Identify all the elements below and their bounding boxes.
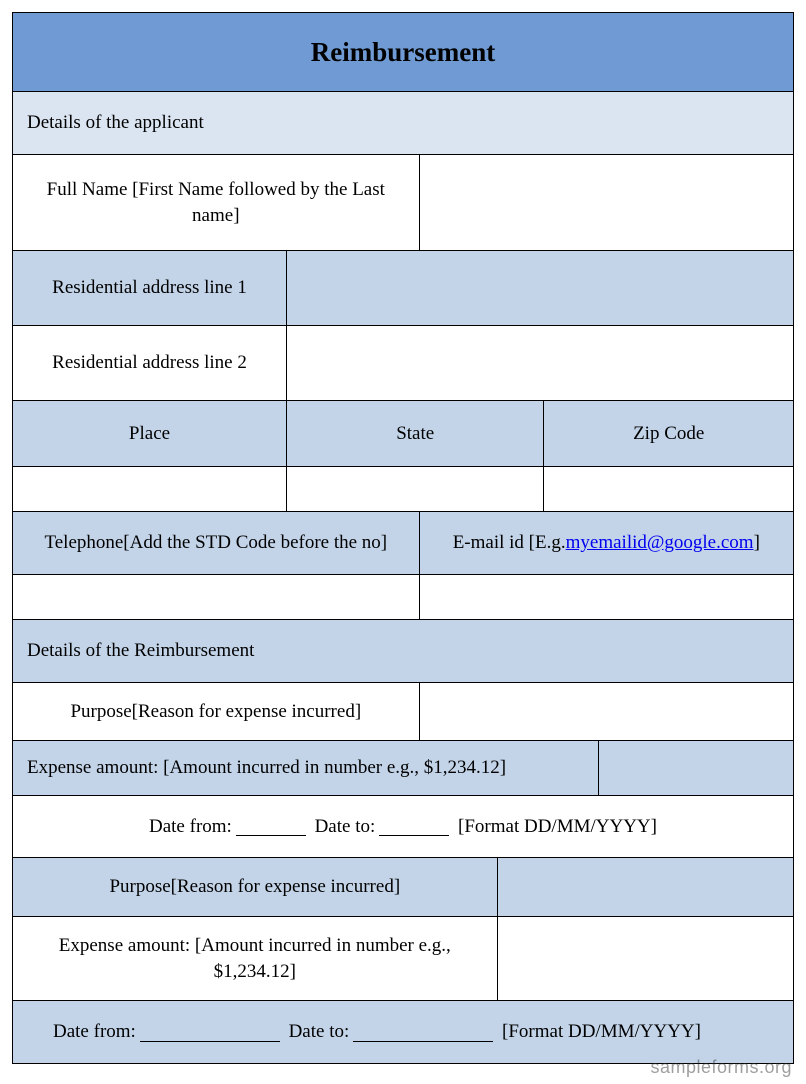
- purpose2-field[interactable]: [497, 858, 793, 916]
- date-format-hint-2: [Format DD/MM/YYYY]: [502, 1019, 701, 1045]
- date-to-label-2: Date to:: [289, 1019, 350, 1045]
- email-prefix: E-mail id [E.g.: [453, 530, 566, 556]
- address1-field[interactable]: [286, 251, 793, 325]
- address2-field[interactable]: [286, 326, 793, 400]
- purpose1-label: Purpose[Reason for expense incurred]: [13, 683, 419, 741]
- date-from-label-2: Date from:: [53, 1019, 136, 1045]
- date-to-label-1: Date to:: [315, 814, 376, 840]
- section-applicant-header: Details of the applicant: [13, 92, 793, 154]
- date-range-1: Date from: Date to: [Format DD/MM/YYYY]: [13, 796, 793, 858]
- place-label: Place: [13, 401, 286, 467]
- date-range-2: Date from: Date to: [Format DD/MM/YYYY]: [13, 1001, 793, 1063]
- form-title: Reimbursement: [13, 13, 793, 91]
- state-label: State: [286, 401, 543, 467]
- email-suffix: ]: [754, 530, 760, 556]
- email-example-link[interactable]: myemailid@google.com: [566, 530, 754, 556]
- reimbursement-form: Reimbursement Details of the applicant F…: [12, 12, 794, 1064]
- zip-field[interactable]: [543, 467, 793, 511]
- zip-label: Zip Code: [543, 401, 793, 467]
- address2-label: Residential address line 2: [13, 326, 286, 400]
- expense1-field[interactable]: [598, 741, 793, 795]
- state-field[interactable]: [286, 467, 543, 511]
- email-label: E-mail id [E.g. myemailid@google.com]: [419, 512, 793, 574]
- date-from-field-2[interactable]: [140, 1023, 280, 1042]
- date-to-field-2[interactable]: [353, 1023, 493, 1042]
- purpose2-label: Purpose[Reason for expense incurred]: [13, 858, 497, 916]
- telephone-label: Telephone[Add the STD Code before the no…: [13, 512, 419, 574]
- full-name-field[interactable]: [419, 155, 793, 250]
- date-from-label-1: Date from:: [149, 814, 232, 840]
- telephone-field[interactable]: [13, 575, 419, 619]
- email-field[interactable]: [419, 575, 793, 619]
- date-to-field-1[interactable]: [379, 817, 449, 836]
- full-name-label: Full Name [First Name followed by the La…: [13, 155, 419, 250]
- expense1-label: Expense amount: [Amount incurred in numb…: [13, 741, 598, 795]
- purpose1-field[interactable]: [419, 683, 793, 741]
- date-from-field-1[interactable]: [236, 817, 306, 836]
- expense2-label: Expense amount: [Amount incurred in numb…: [13, 917, 497, 1000]
- place-field[interactable]: [13, 467, 286, 511]
- expense2-field[interactable]: [497, 917, 793, 1000]
- section-reimb-header: Details of the Reimbursement: [13, 620, 793, 682]
- address1-label: Residential address line 1: [13, 251, 286, 325]
- date-format-hint-1: [Format DD/MM/YYYY]: [458, 814, 657, 840]
